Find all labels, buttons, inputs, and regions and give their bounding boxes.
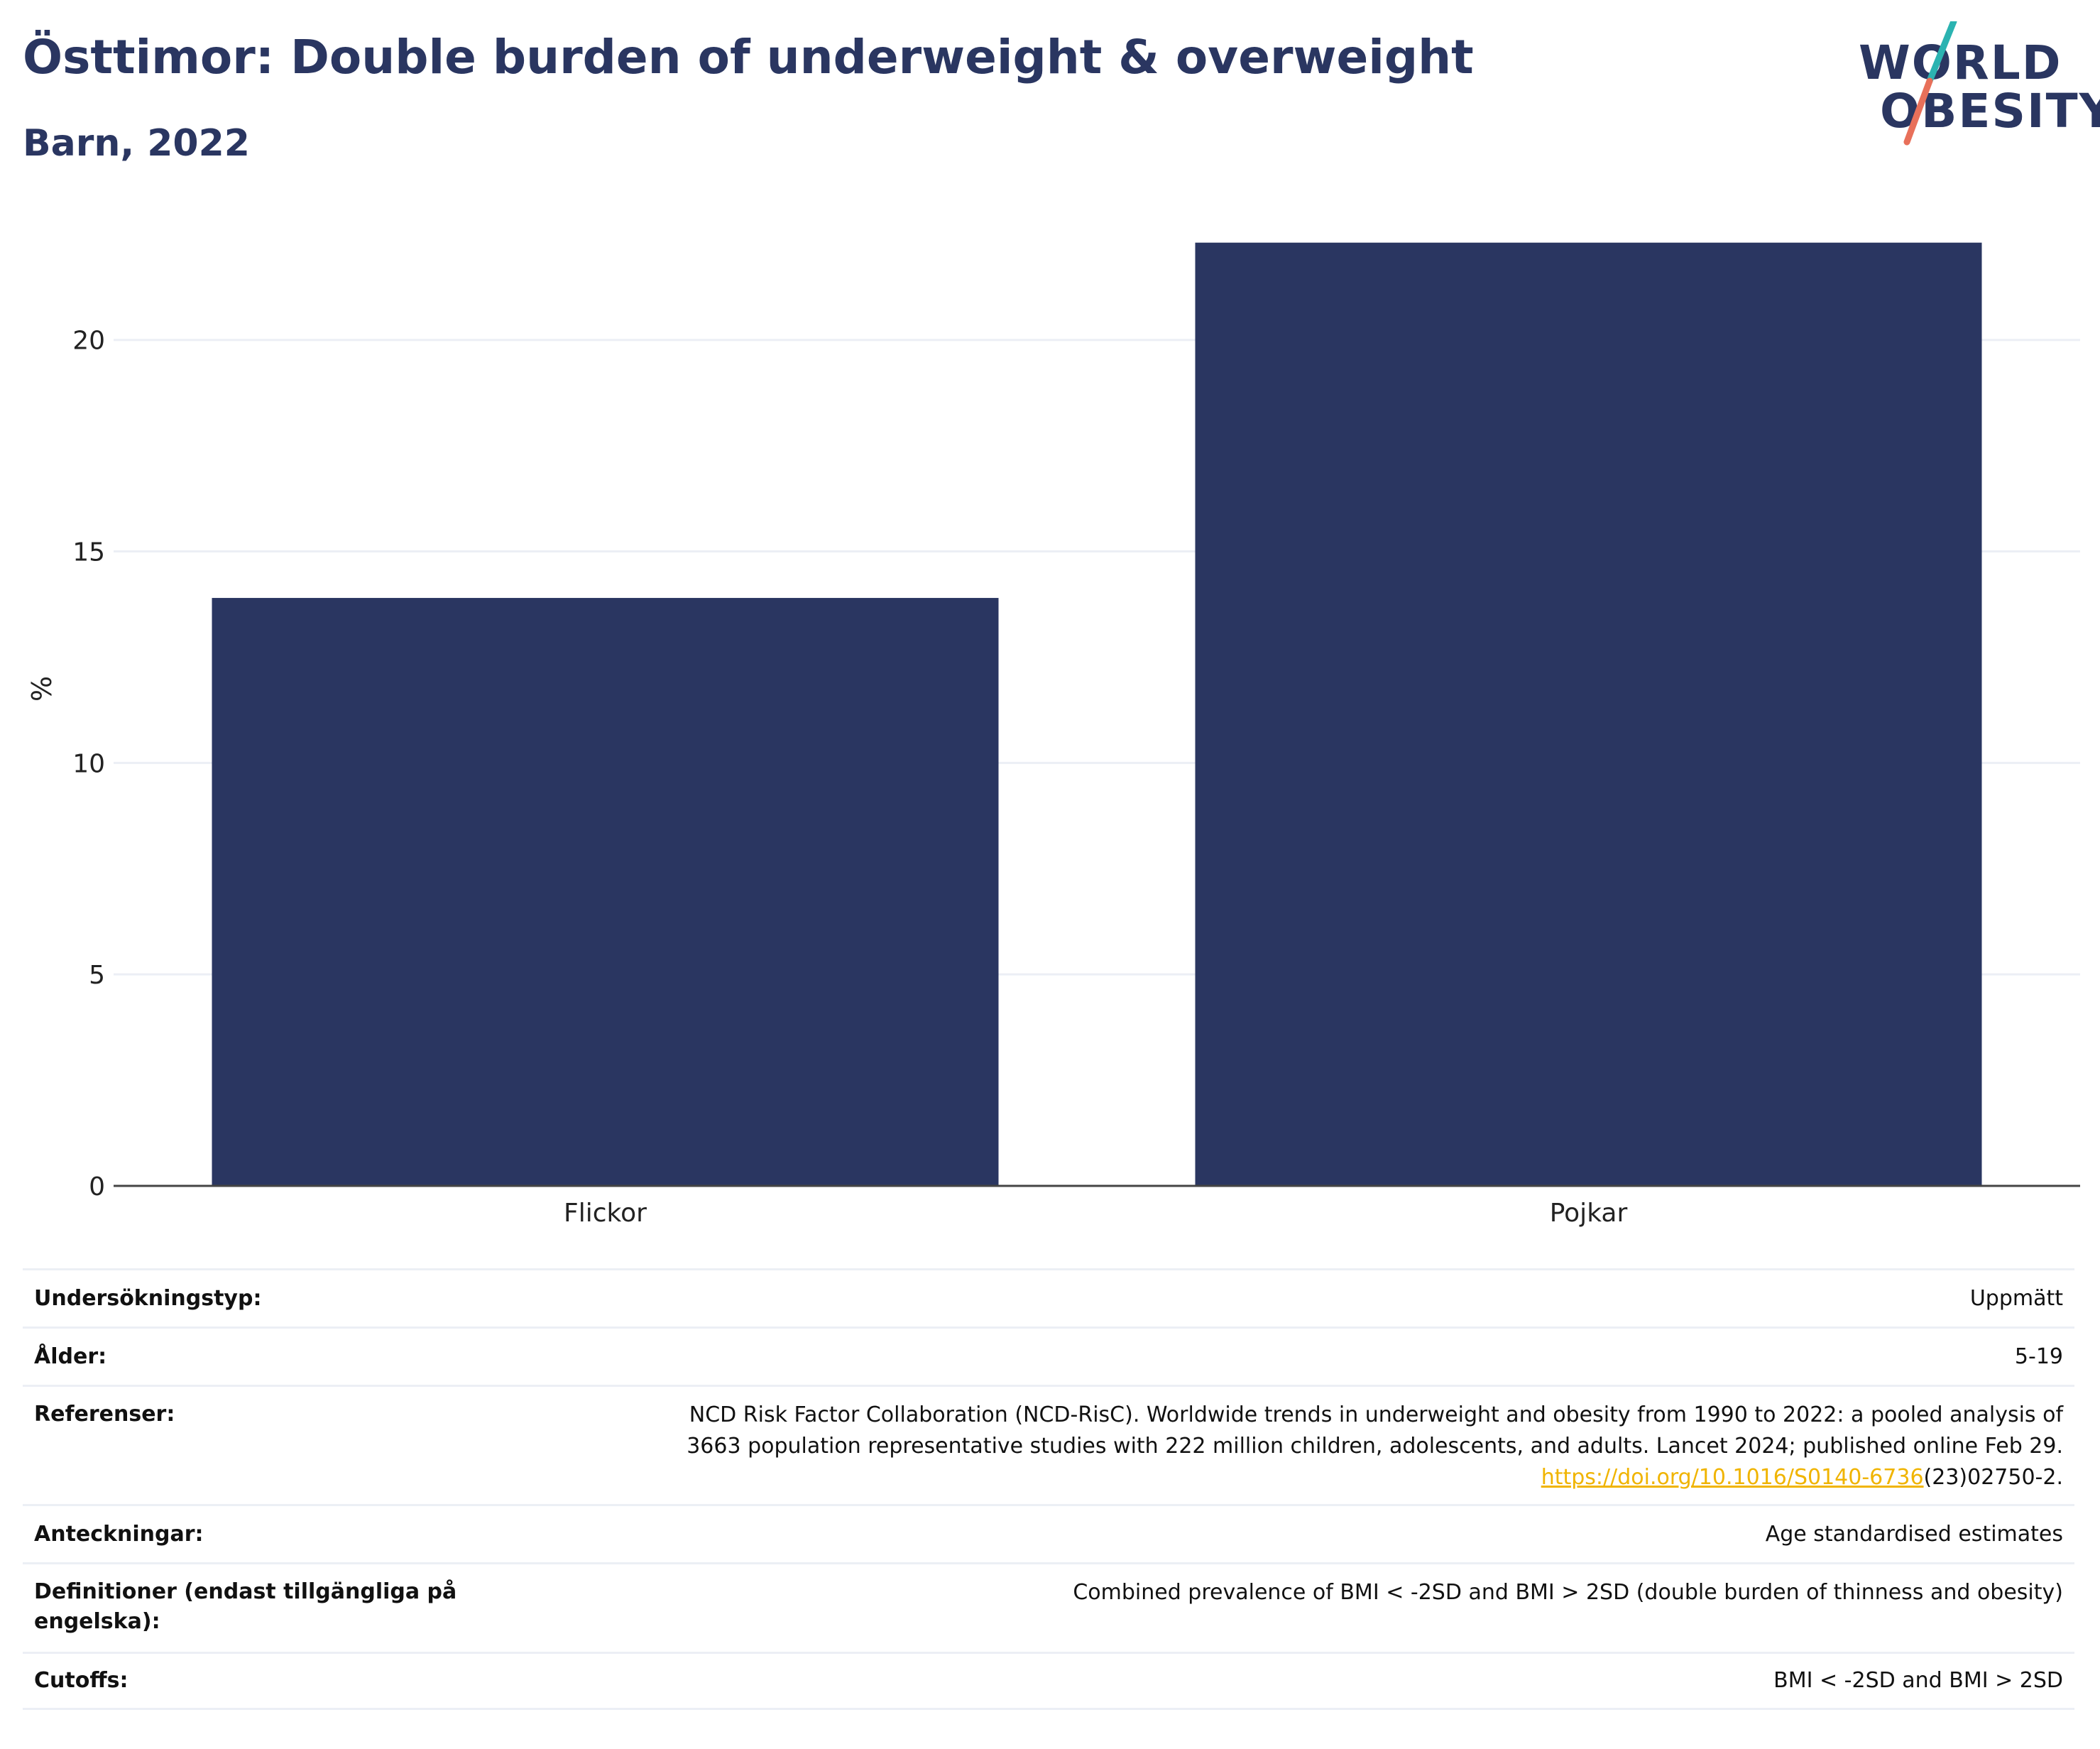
chart-subtitle: Barn, 2022 (23, 122, 250, 165)
info-table: Undersökningstyp: Uppmätt Ålder: 5-19 Re… (23, 1268, 2074, 1710)
info-row-definitions: Definitioner (endast tillgängliga på eng… (23, 1562, 2074, 1652)
info-row-cutoffs: Cutoffs: BMI < -2SD and BMI > 2SD (23, 1652, 2074, 1710)
info-label: Undersökningstyp: (34, 1285, 262, 1311)
info-label: Cutoffs: (34, 1668, 128, 1693)
doi-link[interactable]: https://doi.org/10.1016/S0140-6736 (1541, 1465, 1924, 1490)
bar-chart: 0 5 10 15 20 Flickor Pojkar % (26, 242, 2080, 1228)
reference-line3: https://doi.org/10.1016/S0140-6736(23)02… (474, 1462, 2063, 1493)
info-label: Definitioner (endast tillgängliga på eng… (34, 1579, 457, 1634)
x-tick-label: Pojkar (1550, 1199, 1628, 1228)
bar-flickor[interactable] (212, 598, 999, 1186)
logo-line1: WORLD (1859, 36, 2062, 90)
info-value-references: NCD Risk Factor Collaboration (NCD-RisC)… (474, 1400, 2063, 1504)
chart-title: Östtimor: Double burden of underweight &… (23, 30, 1474, 85)
y-tick-label: 20 (72, 327, 105, 356)
info-value: 5-19 (2014, 1344, 2063, 1369)
reference-line2: 3663 population representative studies w… (687, 1434, 2063, 1459)
y-axis-title: % (26, 676, 58, 702)
info-value: Combined prevalence of BMI < -2SD and BM… (1073, 1580, 2063, 1605)
reference-line1: NCD Risk Factor Collaboration (NCD-RisC)… (689, 1402, 2063, 1427)
info-row-notes: Anteckningar: Age standardised estimates (23, 1504, 2074, 1562)
info-row-age: Ålder: 5-19 (23, 1326, 2074, 1385)
y-tick-label: 15 (72, 538, 105, 567)
info-label: Ålder: (34, 1344, 107, 1369)
info-value: Uppmätt (1969, 1285, 2063, 1311)
info-value: Age standardised estimates (1765, 1521, 2063, 1547)
info-row-survey-type: Undersökningstyp: Uppmätt (23, 1268, 2074, 1326)
bars (212, 242, 1982, 1186)
bar-pojkar[interactable] (1195, 242, 1982, 1186)
world-obesity-logo: WORLD OBESITY (1846, 21, 2100, 149)
info-label: Anteckningar: (34, 1521, 204, 1547)
y-tick-label: 10 (72, 749, 105, 778)
info-label: Referenser: (34, 1402, 175, 1427)
logo-slash-icon (1903, 21, 1957, 146)
axes: 0 5 10 15 20 Flickor Pojkar (72, 327, 2080, 1228)
y-tick-label: 5 (89, 961, 105, 990)
y-tick-label: 0 (89, 1172, 105, 1202)
x-tick-label: Flickor (564, 1199, 647, 1228)
info-value: BMI < -2SD and BMI > 2SD (1773, 1668, 2063, 1693)
info-row-references: Referenser: NCD Risk Factor Collaboratio… (23, 1385, 2074, 1504)
doi-suffix: (23)02750-2. (1923, 1465, 2063, 1490)
